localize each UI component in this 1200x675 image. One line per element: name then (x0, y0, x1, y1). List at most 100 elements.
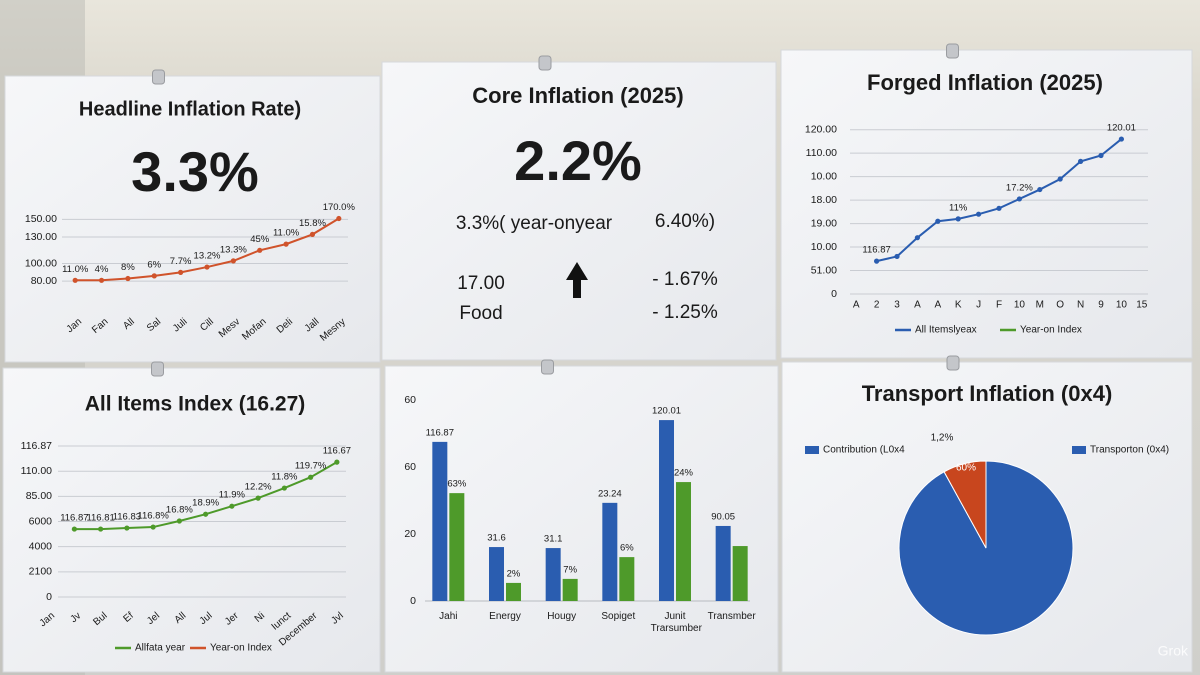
data-point (308, 474, 314, 480)
bar (732, 546, 748, 601)
pie-slice (943, 460, 987, 549)
panel-title: All Items Index (16.27) (85, 393, 306, 416)
data-label: 11.0% (62, 264, 89, 275)
y-tick-label: 0 (831, 288, 837, 300)
data-point (151, 273, 157, 279)
data-label: 23.24 (598, 488, 622, 499)
bar (489, 547, 504, 601)
data-point (176, 518, 182, 524)
y-tick-label: 100.00 (25, 257, 57, 269)
data-point (1078, 158, 1084, 164)
y-tick-label: 120.00 (805, 123, 837, 135)
y-tick-label: 130.00 (25, 231, 57, 243)
data-point (935, 218, 941, 224)
x-tick-label: Energy (489, 611, 521, 622)
y-tick-label: 19.00 (811, 217, 837, 229)
paper-clip (946, 43, 959, 59)
data-point (203, 511, 209, 517)
data-point (98, 277, 105, 283)
x-tick-label: M (1036, 300, 1044, 311)
legend-label: Year-on Index (210, 643, 272, 654)
x-tick-label: Hougy (547, 611, 576, 622)
x-tick-label: F (996, 300, 1002, 311)
data-label: 17.2% (1006, 182, 1033, 193)
data-label: 90.05 (711, 511, 735, 522)
data-label: 170.0% (323, 202, 356, 213)
y-tick-label: 10.00 (811, 241, 837, 253)
data-label: 116.67 (323, 446, 351, 457)
x-tick-label: 10 (1116, 300, 1128, 311)
data-label: 13.2% (194, 251, 221, 262)
data-label: 7.7% (170, 256, 192, 267)
bar (659, 420, 674, 601)
data-label: 13.3% (220, 244, 247, 255)
legend-label: Transporton (0x4) (1090, 445, 1169, 456)
x-tick-label: A (934, 300, 941, 311)
data-point (1098, 152, 1104, 159)
y-tick-label: 60 (404, 394, 416, 406)
data-label: 2% (507, 568, 521, 579)
data-point (204, 264, 210, 270)
bar (619, 557, 635, 601)
x-tick-label: K (955, 300, 962, 311)
bar (432, 441, 448, 601)
x-tick-label: All (121, 316, 137, 332)
bar (506, 582, 521, 601)
x-tick-label: All (173, 610, 189, 626)
y-tick-label: 18.00 (811, 194, 837, 206)
y-tick-label: 10.00 (811, 170, 837, 182)
data-label: 6% (147, 259, 161, 270)
y-tick-label: 6000 (29, 515, 53, 527)
legend-label: All Itemslyeax (915, 325, 977, 336)
y-tick-label: 0 (46, 591, 52, 603)
bar (602, 502, 618, 601)
x-tick-label: Transmber (708, 611, 757, 622)
data-label: 11.9% (219, 490, 246, 501)
data-point (996, 205, 1002, 211)
kpi-text: - 1.25% (652, 302, 718, 323)
data-label: 120.01 (652, 406, 681, 417)
data-label: 116.87 (60, 513, 88, 524)
data-label: 8% (121, 262, 135, 273)
x-tick-label: N (1077, 300, 1084, 311)
y-tick-label: 4000 (29, 540, 53, 552)
legend-swatch (805, 446, 819, 454)
data-point (1057, 176, 1063, 182)
data-point (230, 258, 236, 264)
data-label: 119.7% (295, 461, 327, 472)
headline-value: 2.2% (514, 129, 642, 192)
data-point (334, 459, 340, 465)
data-label: 16.8% (166, 505, 193, 516)
data-label: 31.6 (487, 533, 506, 544)
y-tick-label: 0 (410, 595, 416, 607)
data-label: 116.87 (426, 427, 454, 438)
data-label: 18.9% (192, 498, 219, 509)
x-tick-label: 15 (1136, 300, 1148, 311)
data-label: 11.8% (271, 472, 298, 483)
kpi-text: - 1.67% (652, 269, 718, 290)
y-tick-label: 150.00 (25, 213, 57, 225)
slice-label: 1,2% (931, 433, 954, 444)
data-point (1037, 186, 1043, 193)
data-point (281, 485, 287, 491)
data-point (874, 258, 880, 264)
x-tick-label: 9 (1098, 300, 1104, 311)
data-label: 31.1 (544, 534, 563, 545)
panel-title: Core Inflation (2025) (472, 83, 683, 108)
data-point (257, 247, 263, 253)
slice-label: 60% (956, 463, 976, 474)
legend-label: Contribution (L0x4 (823, 445, 905, 456)
panel-title: Transport Inflation (0x4) (862, 381, 1113, 406)
x-tick-label: 3 (894, 300, 900, 311)
data-label: 11.0% (273, 228, 300, 239)
data-point (125, 275, 131, 282)
legend-label: Year-on Index (1020, 325, 1082, 336)
kpi-text: 6.40%) (655, 211, 715, 232)
data-point (894, 253, 900, 260)
y-tick-label: 60 (404, 461, 416, 473)
y-tick-label: 110.00 (806, 147, 837, 159)
data-label: 11% (949, 202, 968, 213)
bar (676, 482, 691, 601)
up-arrow (566, 262, 588, 298)
